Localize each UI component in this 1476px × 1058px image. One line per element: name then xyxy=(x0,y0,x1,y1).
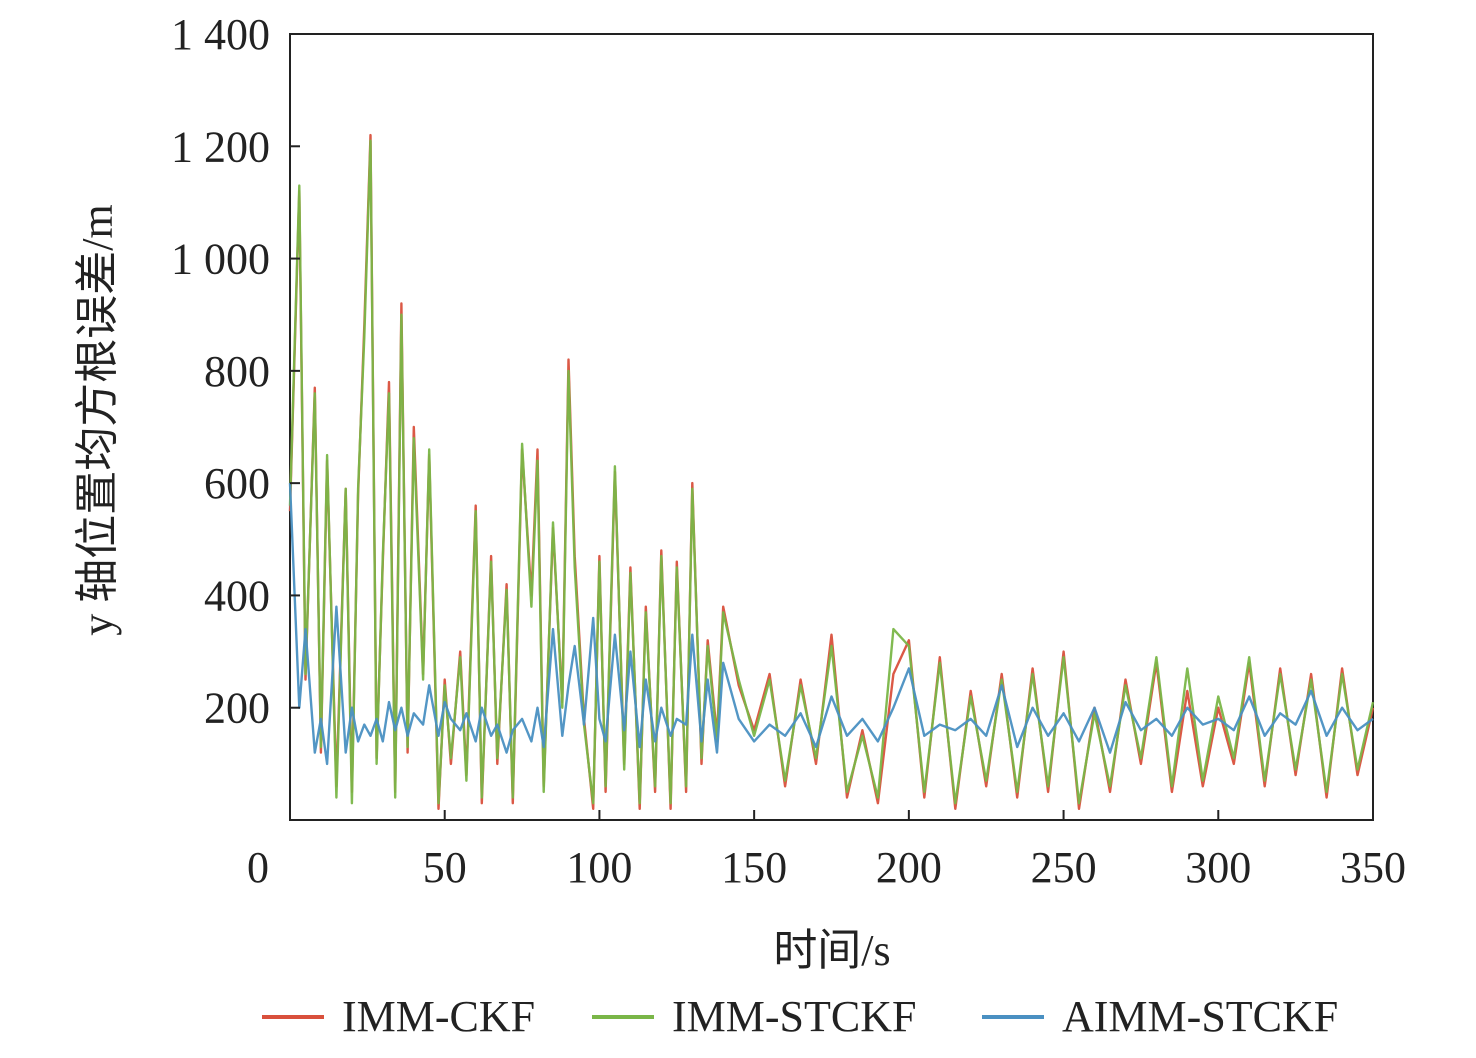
legend-label-imm-stckf: IMM-STCKF xyxy=(672,992,917,1041)
y-tick-label: 1 200 xyxy=(171,122,270,171)
x-tick-label: 100 xyxy=(566,843,632,892)
y-tick-label: 400 xyxy=(204,571,270,620)
x-axis-ticks: 0 50 100 150 200 250 300 350 xyxy=(247,810,1406,892)
x-tick-label: 250 xyxy=(1031,843,1097,892)
x-tick-label: 0 xyxy=(247,843,269,892)
legend: IMM-CKF IMM-STCKF AIMM-STCKF xyxy=(262,992,1338,1041)
y-tick-label: 600 xyxy=(204,459,270,508)
x-axis-label: 时间/s xyxy=(773,926,890,975)
series-line-imm-ckf xyxy=(288,133,1375,810)
series-layer xyxy=(288,133,1375,810)
legend-label-imm-ckf: IMM-CKF xyxy=(342,992,535,1041)
series-line-aimm-stckf xyxy=(288,483,1374,766)
y-axis-label: y 轴位置均方根误差/m xyxy=(73,204,122,635)
legend-label-aimm-stckf: AIMM-STCKF xyxy=(1062,992,1338,1041)
y-axis-ticks: 200 400 600 800 1 000 1 200 1 400 xyxy=(171,10,300,733)
series-line-imm-stckf xyxy=(288,139,1375,805)
y-tick-label: 1 400 xyxy=(171,10,270,59)
plot-frame xyxy=(289,33,1374,821)
x-tick-label: 150 xyxy=(721,843,787,892)
x-tick-label: 300 xyxy=(1185,843,1251,892)
x-tick-label: 200 xyxy=(876,843,942,892)
x-tick-label: 350 xyxy=(1340,843,1406,892)
x-tick-label: 50 xyxy=(423,843,467,892)
y-tick-label: 800 xyxy=(204,347,270,396)
y-tick-label: 200 xyxy=(204,684,270,733)
y-tick-label: 1 000 xyxy=(171,235,270,284)
